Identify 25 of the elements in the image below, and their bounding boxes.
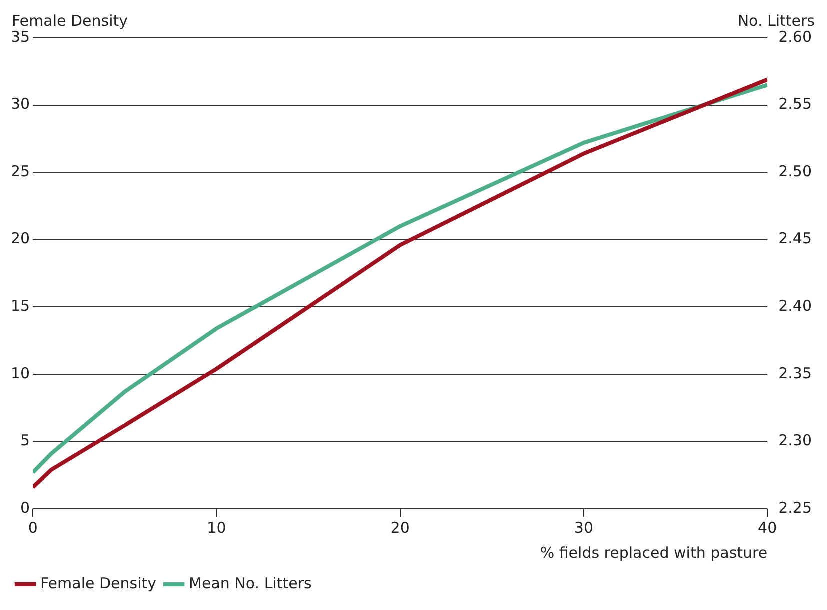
y-axis-title: Female Density xyxy=(12,12,128,30)
legend-label: Female Density xyxy=(40,574,157,592)
y-tick-label: 15 xyxy=(10,297,30,316)
x-axis-title: % fields replaced with pasture xyxy=(540,544,768,562)
y2-tick-label: 2.30 xyxy=(778,432,812,450)
y2-tick-label: 2.25 xyxy=(778,498,812,517)
x-tick-label: 20 xyxy=(390,518,410,537)
y-tick-label: 20 xyxy=(10,230,30,248)
y-tick-label: 0 xyxy=(20,498,30,517)
y-tick-label: 30 xyxy=(10,95,30,114)
y2-tick-label: 2.50 xyxy=(778,162,812,180)
y2-tick-label: 2.60 xyxy=(778,28,812,46)
legend-label: Mean No. Litters xyxy=(189,574,312,592)
y-tick-label: 5 xyxy=(20,432,30,450)
x-tick-label: 30 xyxy=(574,518,594,537)
y2-tick-label: 2.55 xyxy=(778,95,812,114)
x-tick-label: 10 xyxy=(207,518,226,537)
y-tick-label: 25 xyxy=(10,162,30,180)
y2-tick-label: 2.40 xyxy=(778,297,812,316)
y2-axis-title: No. Litters xyxy=(738,12,815,30)
y2-tick-label: 2.45 xyxy=(778,230,812,248)
x-tick-label: 40 xyxy=(758,518,778,537)
y-tick-label: 35 xyxy=(10,28,30,46)
y2-tick-label: 2.35 xyxy=(778,364,812,382)
y-tick-label: 10 xyxy=(10,364,30,382)
